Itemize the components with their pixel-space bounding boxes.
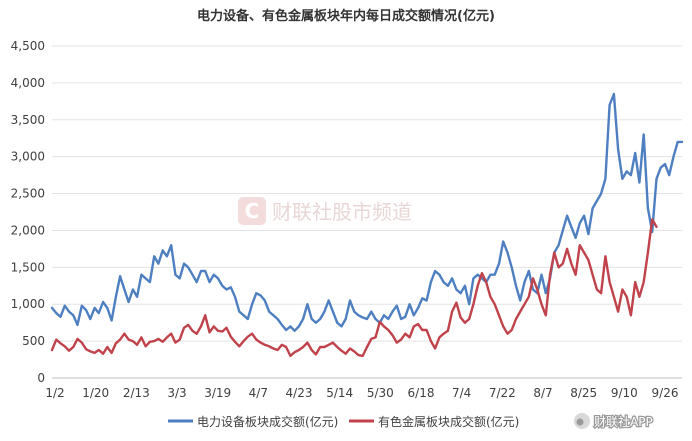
- x-tick-label: 4/23: [286, 386, 313, 400]
- series-line-1: [50, 218, 658, 358]
- y-axis-ticks: 0 500 1,000 1,500 2,000 2,500 3,000 3,500 4,000 4…: [11, 39, 45, 385]
- x-tick-label: 7/4: [452, 386, 471, 400]
- x-tick-label: 3/3: [167, 386, 186, 400]
- brand-badge: 财联社APP: [574, 413, 654, 430]
- watermark-text: 财联社股市频道: [272, 200, 412, 224]
- y-tick-label: 2,500: [11, 187, 45, 201]
- legend-label-0: 电力设备板块成交额(亿元): [197, 414, 338, 429]
- x-axis-ticks: 1/2 1/20 2/13 3/3 3/19 4/7 4/23 5/14 5/30 6/18 7/4…: [45, 386, 678, 400]
- x-tick-label: 6/18: [408, 386, 435, 400]
- y-tick-label: 4,000: [11, 76, 45, 90]
- y-tick-label: 1,000: [11, 297, 45, 311]
- x-tick-label: 8/25: [570, 386, 597, 400]
- legend: 电力设备板块成交额(亿元) 有色金属板块成交额(亿元): [168, 414, 519, 429]
- x-tick-label: 7/22: [489, 386, 516, 400]
- x-tick-label: 1/20: [82, 386, 109, 400]
- x-tick-label: 4/7: [249, 386, 268, 400]
- watermark-logo: [238, 197, 266, 225]
- x-tick-label: 5/14: [326, 386, 353, 400]
- brand-text: 财联社APP: [594, 414, 653, 429]
- x-tick-label: 5/30: [367, 386, 394, 400]
- y-tick-label: 2,000: [11, 223, 45, 237]
- series-line-0: [50, 92, 684, 332]
- weibo-icon-eye: [576, 418, 584, 426]
- x-tick-label: 1/2: [45, 386, 64, 400]
- y-tick-label: 0: [37, 371, 45, 385]
- grid: [52, 45, 682, 379]
- x-tick-label: 3/19: [204, 386, 231, 400]
- watermark-logo-letter: C: [245, 199, 260, 223]
- chart-title: 电力设备、有色金属板块年内每日成交额情况(亿元): [197, 8, 495, 24]
- y-tick-label: 4,500: [11, 39, 45, 53]
- legend-label-1: 有色金属板块成交额(亿元): [378, 414, 519, 429]
- x-tick-label: 8/7: [533, 386, 552, 400]
- watermark: C 财联社股市频道: [238, 197, 412, 225]
- x-tick-label: 9/10: [611, 386, 638, 400]
- series-lines: [50, 92, 684, 358]
- y-tick-label: 3,500: [11, 113, 45, 127]
- x-tick-label: 9/26: [652, 386, 679, 400]
- y-tick-label: 3,000: [11, 150, 45, 164]
- x-tick-label: 2/13: [123, 386, 150, 400]
- y-tick-label: 1,500: [11, 260, 45, 274]
- y-tick-label: 500: [22, 334, 45, 348]
